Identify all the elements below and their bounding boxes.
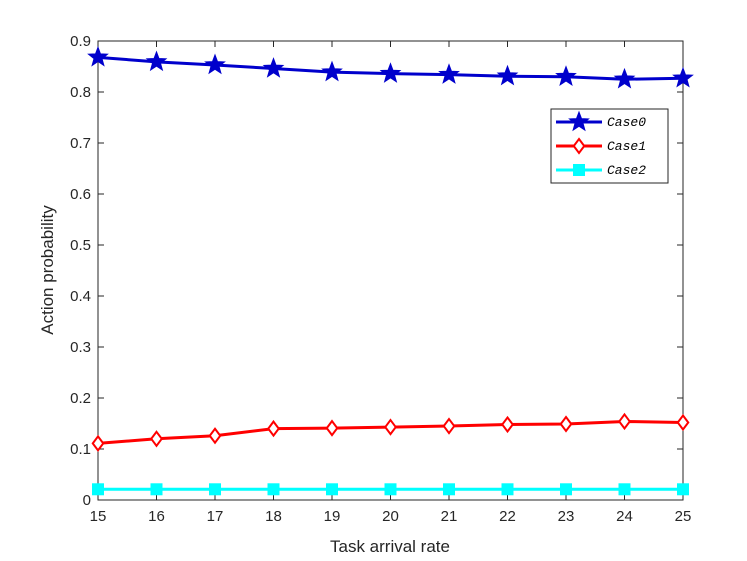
legend-swatch-marker (568, 110, 590, 132)
x-tick-label: 16 (148, 508, 165, 525)
data-point-case2 (443, 483, 455, 496)
x-axis-label: Task arrival rate (330, 537, 450, 556)
data-point-case1 (384, 418, 397, 436)
y-tick-label: 0.1 (70, 441, 91, 458)
data-point-case2 (150, 483, 163, 496)
data-point-case1 (442, 417, 456, 435)
y-tick-label: 0.3 (70, 339, 91, 356)
y-tick-label: 0.2 (70, 390, 91, 407)
x-tick-label: 25 (675, 508, 692, 525)
data-point-case1 (267, 419, 280, 438)
series-layer (87, 45, 694, 496)
x-tick-label: 18 (265, 508, 282, 525)
x-tick-label: 22 (499, 508, 516, 525)
data-point-case1 (501, 415, 514, 434)
x-tick-label: 23 (558, 508, 575, 525)
data-point-case2 (384, 483, 397, 496)
data-point-case1 (150, 430, 163, 448)
data-point-case2 (618, 483, 631, 496)
y-tick-label: 0.4 (70, 288, 91, 305)
legend: Case0 Case1 Case2 (550, 108, 669, 184)
data-point-case0 (672, 66, 694, 88)
legend-label: Case0 (607, 115, 646, 130)
data-point-case0 (145, 50, 168, 72)
data-point-case1 (91, 434, 105, 453)
y-axis: 0 0.1 0.2 0.3 0.4 0.5 0.6 0.7 0.8 0.9 (70, 33, 683, 509)
data-point-case0 (555, 65, 577, 86)
data-point-case2 (267, 483, 280, 496)
x-tick-label: 24 (616, 508, 633, 525)
data-point-case0 (87, 45, 109, 67)
y-tick-label: 0.6 (70, 186, 91, 203)
data-point-case2 (92, 483, 104, 496)
y-tick-label: 0.5 (70, 237, 91, 254)
data-point-case2 (209, 483, 221, 496)
data-point-case0 (379, 62, 402, 83)
data-point-case0 (613, 67, 636, 89)
legend-item-case1: Case1 (556, 137, 646, 155)
x-tick-label: 19 (324, 508, 341, 525)
y-axis-label: Action probability (38, 205, 57, 335)
series-case0 (87, 45, 694, 89)
data-point-case1 (618, 412, 631, 431)
y-tick-label: 0 (83, 492, 91, 509)
legend-item-case2: Case2 (556, 163, 646, 178)
series-case2 (92, 483, 689, 496)
x-tick-label: 15 (90, 508, 107, 525)
legend-label: Case1 (607, 139, 646, 154)
data-point-case0 (321, 60, 343, 82)
data-point-case0 (438, 63, 460, 84)
data-point-case2 (677, 483, 689, 496)
data-point-case0 (496, 64, 519, 86)
y-tick-label: 0.8 (70, 84, 91, 101)
data-point-case2 (326, 483, 338, 496)
data-point-case2 (560, 483, 572, 496)
data-point-case1 (208, 427, 222, 445)
data-point-case1 (676, 413, 690, 432)
data-point-case0 (262, 57, 285, 78)
series-case1 (91, 412, 690, 453)
data-point-case0 (204, 53, 226, 75)
data-point-case1 (559, 415, 573, 433)
x-tick-label: 17 (207, 508, 224, 525)
x-tick-label: 21 (441, 508, 458, 525)
x-tick-label: 20 (382, 508, 399, 525)
legend-swatch-marker (572, 137, 586, 155)
legend-label: Case2 (607, 163, 646, 178)
legend-item-case0: Case0 (556, 110, 646, 132)
y-tick-label: 0.7 (70, 135, 91, 152)
data-point-case2 (501, 483, 514, 496)
legend-swatch-marker (573, 164, 585, 176)
y-tick-label: 0.9 (70, 33, 91, 50)
data-point-case1 (325, 419, 339, 437)
